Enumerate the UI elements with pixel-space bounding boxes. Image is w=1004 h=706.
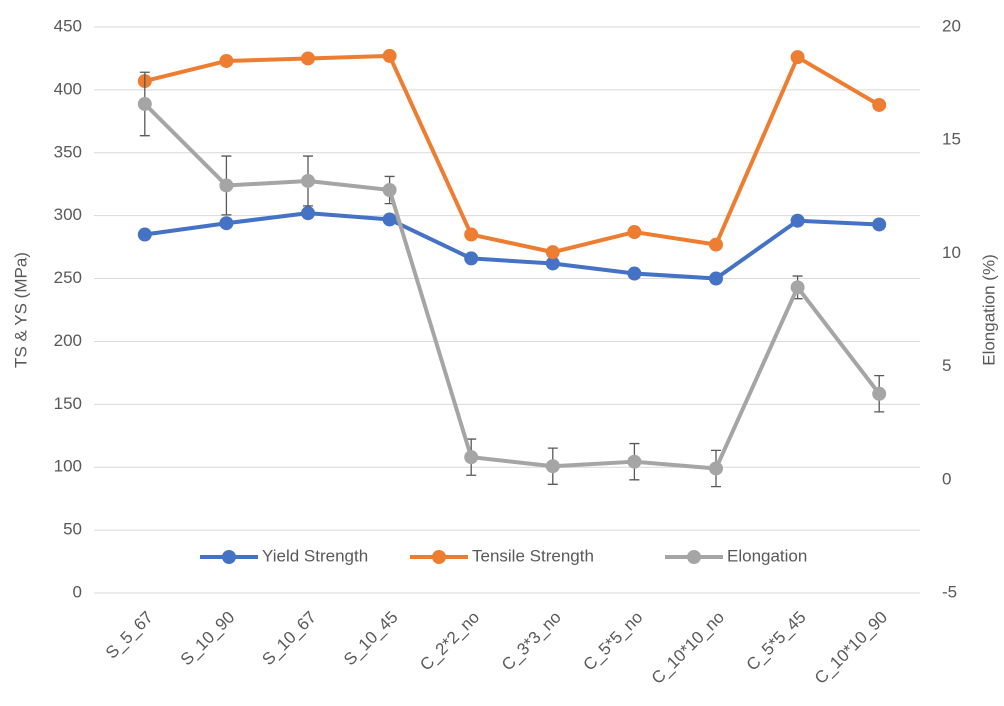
y-tick-label: 300 (54, 205, 82, 224)
data-point (790, 50, 805, 65)
y2-tick-label: 5 (942, 356, 951, 375)
x-tick-label: C_10*10_no (648, 608, 728, 688)
data-point (464, 227, 479, 242)
data-point (464, 251, 479, 266)
data-point (790, 213, 805, 228)
data-point (709, 271, 723, 286)
x-tick-label: C_10*10_90 (811, 608, 891, 688)
data-point (137, 227, 152, 242)
y2-axis-label: Elongation (%) (979, 254, 998, 366)
data-point (872, 217, 887, 232)
legend-marker (432, 550, 446, 564)
data-point (872, 386, 887, 401)
y-tick-label: 0 (73, 582, 82, 601)
legend-label: Yield Strength (262, 546, 368, 565)
x-tick-label: S_5_67 (102, 608, 157, 663)
y2-tick-label: 0 (942, 469, 951, 488)
data-point (627, 454, 642, 469)
x-tick-label: C_5*5_no (579, 608, 646, 675)
y-tick-label: 150 (54, 394, 82, 413)
y-tick-label: 100 (54, 457, 82, 476)
data-point (382, 48, 397, 63)
data-point (545, 256, 560, 271)
y2-tick-label: 15 (942, 130, 961, 149)
x-tick-label: C_5*5_45 (743, 608, 810, 675)
data-point (545, 459, 560, 474)
data-point (301, 173, 315, 188)
data-point (219, 53, 234, 68)
series-line (143, 102, 881, 471)
y-tick-label: 200 (54, 331, 82, 350)
y2-tick-label: 10 (942, 243, 961, 262)
data-point (219, 216, 234, 231)
data-point (301, 206, 315, 221)
data-point (464, 450, 479, 465)
x-tick-label: S_10_67 (258, 608, 320, 670)
data-point (790, 280, 805, 295)
legend-marker (687, 550, 701, 564)
data-point (709, 461, 723, 476)
y2-tick-label: 20 (942, 16, 961, 35)
legend-label: Tensile Strength (472, 546, 594, 565)
x-tick-label: S_10_90 (177, 608, 239, 670)
y-tick-label: 250 (54, 268, 82, 287)
data-point (627, 266, 642, 281)
data-point (545, 245, 560, 260)
series-line (144, 53, 881, 255)
data-point (382, 183, 397, 198)
series-line (144, 211, 880, 281)
x-tick-label: C_2*2_no (416, 608, 483, 675)
data-point (872, 97, 887, 112)
data-point (301, 51, 315, 66)
data-point (219, 178, 234, 193)
y-tick-label: 50 (63, 520, 82, 539)
legend-marker (222, 550, 236, 564)
data-point (709, 237, 723, 252)
x-tick-label: C_3*3_no (498, 608, 565, 675)
data-point (137, 96, 152, 111)
y-tick-label: 450 (54, 16, 82, 35)
x-tick-label: S_10_45 (340, 608, 402, 670)
y2-tick-label: -5 (942, 582, 957, 601)
legend-label: Elongation (727, 546, 807, 565)
y-axis-label: TS & YS (MPa) (11, 252, 30, 368)
data-point (627, 225, 642, 240)
y-tick-label: 400 (54, 79, 82, 98)
data-point (382, 212, 397, 227)
y-tick-label: 350 (54, 142, 82, 161)
